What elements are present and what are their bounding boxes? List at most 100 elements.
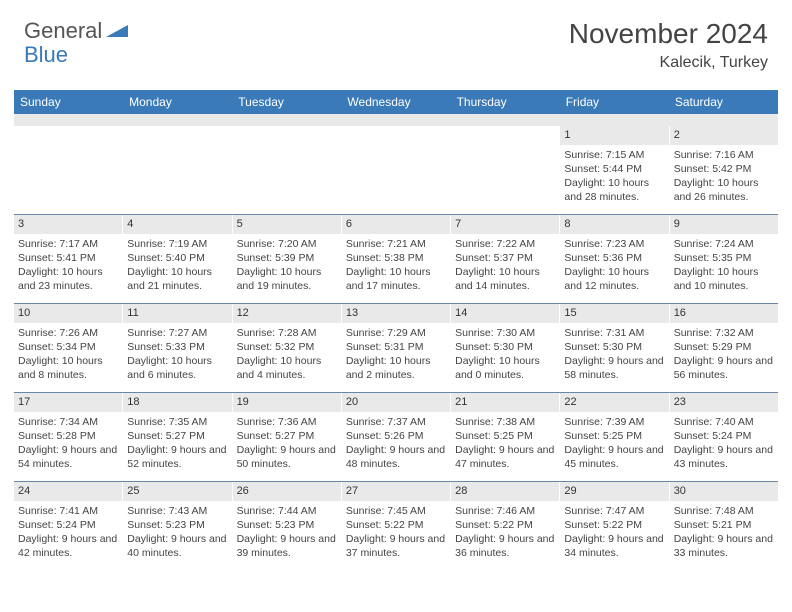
daylight: Daylight: 9 hours and 56 minutes. (674, 354, 774, 382)
dow-cell: Tuesday (232, 90, 341, 114)
day-info: Sunrise: 7:21 AMSunset: 5:38 PMDaylight:… (346, 237, 446, 294)
day-cell: 8Sunrise: 7:23 AMSunset: 5:36 PMDaylight… (560, 215, 669, 303)
dow-cell: Friday (560, 90, 669, 114)
day-info: Sunrise: 7:20 AMSunset: 5:39 PMDaylight:… (237, 237, 337, 294)
sunrise: Sunrise: 7:23 AM (564, 237, 664, 251)
dow-cell: Sunday (14, 90, 123, 114)
day-cell: 7Sunrise: 7:22 AMSunset: 5:37 PMDaylight… (451, 215, 560, 303)
sunset: Sunset: 5:24 PM (18, 518, 118, 532)
sunset: Sunset: 5:30 PM (564, 340, 664, 354)
day-cell: . (451, 126, 560, 214)
day-cell: 6Sunrise: 7:21 AMSunset: 5:38 PMDaylight… (342, 215, 451, 303)
daylight: Daylight: 10 hours and 4 minutes. (237, 354, 337, 382)
logo-line2: Blue (24, 42, 68, 68)
day-info: Sunrise: 7:31 AMSunset: 5:30 PMDaylight:… (564, 326, 664, 383)
day-info: Sunrise: 7:16 AMSunset: 5:42 PMDaylight:… (674, 148, 774, 205)
day-info: Sunrise: 7:22 AMSunset: 5:37 PMDaylight:… (455, 237, 555, 294)
sunrise: Sunrise: 7:44 AM (237, 504, 337, 518)
sunrise: Sunrise: 7:36 AM (237, 415, 337, 429)
day-number: 13 (342, 304, 450, 323)
sunrise: Sunrise: 7:22 AM (455, 237, 555, 251)
sunset: Sunset: 5:27 PM (237, 429, 337, 443)
header: General November 2024 Kalecik, Turkey (0, 0, 792, 80)
day-info: Sunrise: 7:29 AMSunset: 5:31 PMDaylight:… (346, 326, 446, 383)
daylight: Daylight: 10 hours and 12 minutes. (564, 265, 664, 293)
daylight: Daylight: 9 hours and 47 minutes. (455, 443, 555, 471)
day-number: 11 (123, 304, 231, 323)
sunset: Sunset: 5:42 PM (674, 162, 774, 176)
daylight: Daylight: 9 hours and 48 minutes. (346, 443, 446, 471)
sunrise: Sunrise: 7:31 AM (564, 326, 664, 340)
sunset: Sunset: 5:41 PM (18, 251, 118, 265)
daylight: Daylight: 10 hours and 17 minutes. (346, 265, 446, 293)
sunrise: Sunrise: 7:28 AM (237, 326, 337, 340)
sunrise: Sunrise: 7:38 AM (455, 415, 555, 429)
sunrise: Sunrise: 7:43 AM (127, 504, 227, 518)
day-number: 4 (123, 215, 231, 234)
week-row: 3Sunrise: 7:17 AMSunset: 5:41 PMDaylight… (14, 214, 778, 303)
sunrise: Sunrise: 7:20 AM (237, 237, 337, 251)
sunrise: Sunrise: 7:47 AM (564, 504, 664, 518)
day-number: 25 (123, 482, 231, 501)
day-cell: 14Sunrise: 7:30 AMSunset: 5:30 PMDayligh… (451, 304, 560, 392)
weeks-container: .....1Sunrise: 7:15 AMSunset: 5:44 PMDay… (14, 126, 778, 570)
daylight: Daylight: 9 hours and 58 minutes. (564, 354, 664, 382)
day-cell: 9Sunrise: 7:24 AMSunset: 5:35 PMDaylight… (670, 215, 778, 303)
day-info: Sunrise: 7:26 AMSunset: 5:34 PMDaylight:… (18, 326, 118, 383)
day-number: 28 (451, 482, 559, 501)
sunset: Sunset: 5:21 PM (674, 518, 774, 532)
day-number: 20 (342, 393, 450, 412)
day-number: 26 (233, 482, 341, 501)
day-cell: 16Sunrise: 7:32 AMSunset: 5:29 PMDayligh… (670, 304, 778, 392)
daylight: Daylight: 9 hours and 33 minutes. (674, 532, 774, 560)
day-number: 3 (14, 215, 122, 234)
sunrise: Sunrise: 7:16 AM (674, 148, 774, 162)
day-number: 15 (560, 304, 668, 323)
logo: General (24, 18, 130, 44)
day-info: Sunrise: 7:45 AMSunset: 5:22 PMDaylight:… (346, 504, 446, 561)
day-number: 12 (233, 304, 341, 323)
day-number: 9 (670, 215, 778, 234)
day-cell: 17 Sunrise: 7:34 AMSunset: 5:28 PMDayligh… (14, 393, 123, 481)
day-cell: . (233, 126, 342, 214)
day-info: Sunrise: 7:39 AMSunset: 5:25 PMDaylight:… (564, 415, 664, 472)
sunrise: Sunrise: 7:27 AM (127, 326, 227, 340)
day-info: Sunrise: 7:34 AMSunset: 5:28 PMDaylight:… (18, 415, 118, 472)
day-cell: . (123, 126, 232, 214)
day-info: Sunrise: 7:38 AMSunset: 5:25 PMDaylight:… (455, 415, 555, 472)
daylight: Daylight: 9 hours and 43 minutes. (674, 443, 774, 471)
daylight: Daylight: 10 hours and 6 minutes. (127, 354, 227, 382)
sunset: Sunset: 5:35 PM (674, 251, 774, 265)
dow-cell: Monday (123, 90, 232, 114)
calendar: SundayMondayTuesdayWednesdayThursdayFrid… (14, 90, 778, 570)
daylight: Daylight: 10 hours and 21 minutes. (127, 265, 227, 293)
day-info: Sunrise: 7:15 AMSunset: 5:44 PMDaylight:… (564, 148, 664, 205)
day-number: 24 (14, 482, 122, 501)
day-number: 2 (670, 126, 778, 145)
day-info: Sunrise: 7:36 AMSunset: 5:27 PMDaylight:… (237, 415, 337, 472)
sunset: Sunset: 5:44 PM (564, 162, 664, 176)
sunset: Sunset: 5:33 PM (127, 340, 227, 354)
day-cell: 15 Sunrise: 7:31 AMSunset: 5:30 PMDayligh… (560, 304, 669, 392)
day-info: Sunrise: 7:46 AMSunset: 5:22 PMDaylight:… (455, 504, 555, 561)
sunrise: Sunrise: 7:39 AM (564, 415, 664, 429)
day-cell: 27Sunrise: 7:45 AMSunset: 5:22 PMDayligh… (342, 482, 451, 570)
day-cell: . (342, 126, 451, 214)
day-cell: 30Sunrise: 7:48 AMSunset: 5:21 PMDayligh… (670, 482, 778, 570)
day-info: Sunrise: 7:35 AMSunset: 5:27 PMDaylight:… (127, 415, 227, 472)
day-info: Sunrise: 7:48 AMSunset: 5:21 PMDaylight:… (674, 504, 774, 561)
day-number: 17 (14, 393, 122, 412)
day-cell: 26Sunrise: 7:44 AMSunset: 5:23 PMDayligh… (233, 482, 342, 570)
day-number: 10 (14, 304, 122, 323)
day-cell: 19Sunrise: 7:36 AMSunset: 5:27 PMDayligh… (233, 393, 342, 481)
day-cell: 22Sunrise: 7:39 AMSunset: 5:25 PMDayligh… (560, 393, 669, 481)
dow-cell: Thursday (451, 90, 560, 114)
day-info: Sunrise: 7:43 AMSunset: 5:23 PMDaylight:… (127, 504, 227, 561)
sunset: Sunset: 5:38 PM (346, 251, 446, 265)
sunset: Sunset: 5:32 PM (237, 340, 337, 354)
day-info: Sunrise: 7:23 AMSunset: 5:36 PMDaylight:… (564, 237, 664, 294)
day-number: 1 (560, 126, 668, 145)
sunrise: Sunrise: 7:30 AM (455, 326, 555, 340)
day-info: Sunrise: 7:30 AMSunset: 5:30 PMDaylight:… (455, 326, 555, 383)
sunrise: Sunrise: 7:24 AM (674, 237, 774, 251)
